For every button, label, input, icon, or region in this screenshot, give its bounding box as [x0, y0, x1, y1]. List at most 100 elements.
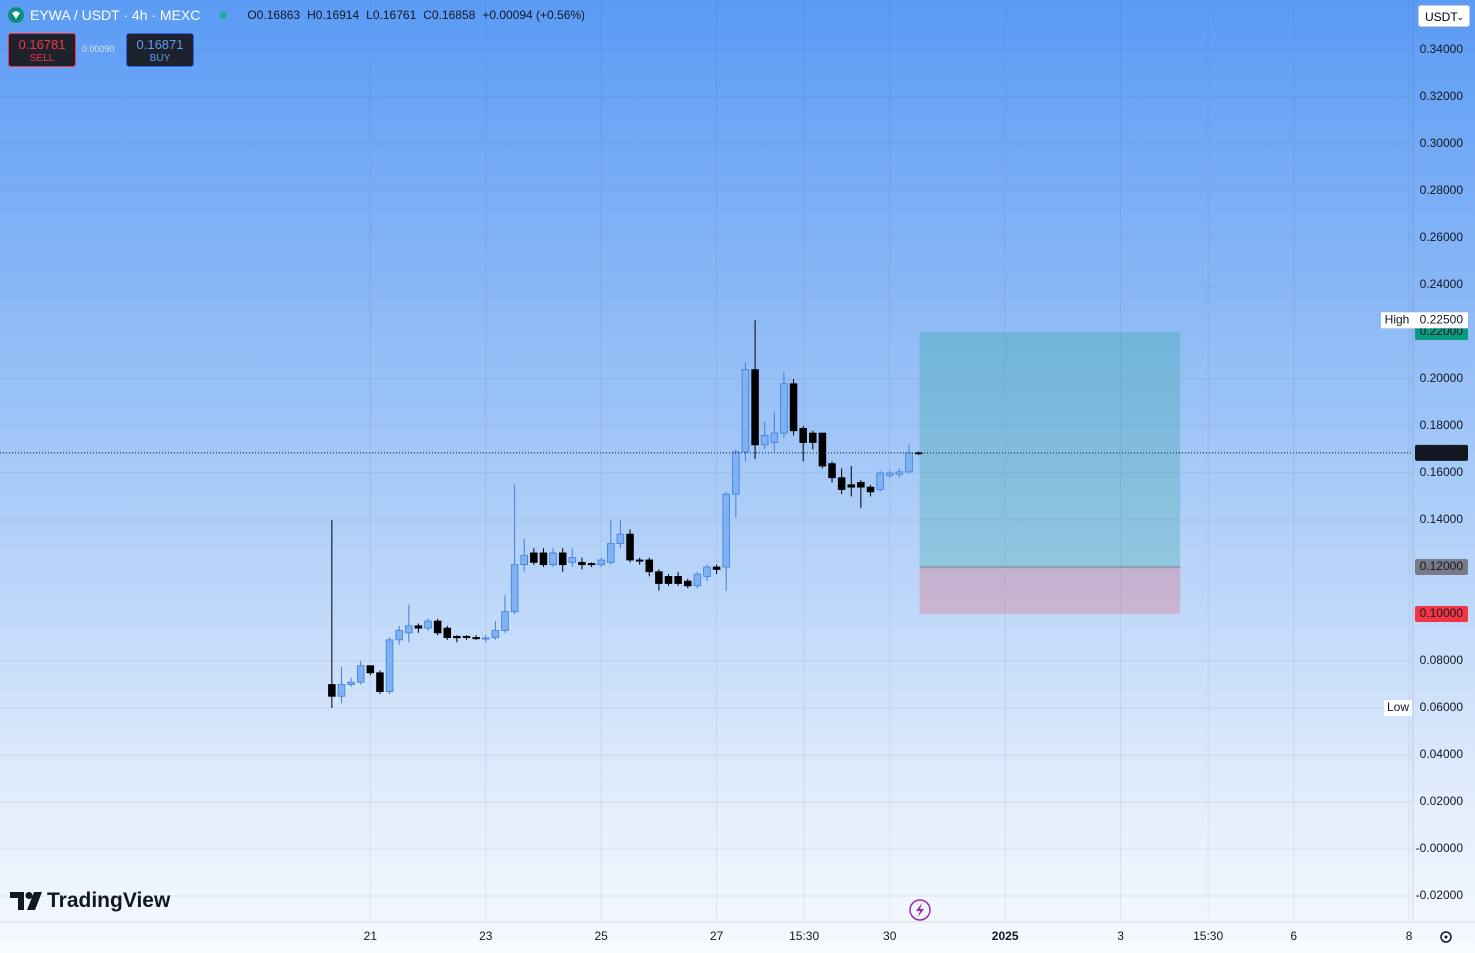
- status-dot: [220, 11, 228, 19]
- sell-button[interactable]: 0.16781 SELL: [8, 33, 76, 67]
- candle-body: [491, 630, 500, 638]
- candle-body: [876, 472, 884, 490]
- candle-body: [597, 559, 605, 566]
- candle-body: [866, 486, 875, 493]
- y-tick-label: 0.14000: [1420, 512, 1464, 526]
- y-tick-label: 0.34000: [1420, 42, 1464, 56]
- candle-body: [760, 435, 769, 446]
- candle-body: [395, 630, 403, 641]
- buy-price: 0.16871: [136, 37, 184, 52]
- x-tick-label: 15:30: [1193, 929, 1223, 943]
- entry-label: 0.12000: [1420, 559, 1464, 573]
- event-icon: [909, 899, 931, 921]
- candle-body: [443, 627, 452, 638]
- event-icon-bolt: [916, 903, 924, 917]
- candle-body: [539, 552, 548, 566]
- candle-body: [356, 665, 365, 683]
- settings-icon-center: [1444, 935, 1448, 939]
- candle-body: [732, 451, 740, 495]
- candle-body: [558, 552, 567, 566]
- candle-body: [626, 533, 634, 561]
- candle-body: [405, 625, 413, 634]
- candle-body: [347, 681, 355, 685]
- y-tick-label: 0.02000: [1420, 794, 1464, 808]
- candle-body: [462, 635, 471, 638]
- y-tick-label: 0.24000: [1420, 277, 1464, 291]
- candle-body: [453, 635, 461, 639]
- candle-body: [837, 477, 846, 490]
- candle-body: [433, 620, 442, 634]
- candle-body: [741, 369, 750, 453]
- candle-body: [905, 452, 913, 473]
- y-tick-label: 0.06000: [1420, 700, 1464, 714]
- low-marker-bg: [1384, 700, 1412, 717]
- logo: TradingView: [10, 889, 170, 913]
- candle-body: [751, 369, 759, 446]
- candle-body: [337, 684, 346, 697]
- spread: 0.00090: [82, 44, 115, 54]
- y-tick-label: 0.20000: [1420, 371, 1464, 385]
- ohlc-letter: O: [247, 8, 257, 22]
- y-tick-label: -0.02000: [1416, 888, 1464, 902]
- candle-body: [481, 637, 490, 640]
- candle-body: [818, 432, 827, 467]
- header: EYWA / USDT · 4h · MEXC O0.16863 H0.16914…: [8, 7, 585, 23]
- candle-body: [712, 566, 721, 570]
- candle-body: [510, 564, 519, 613]
- candle-body: [809, 432, 817, 443]
- y-tick-label: 0.28000: [1420, 183, 1464, 197]
- ohlc-value: 0.16863: [256, 8, 301, 22]
- candle-body: [414, 625, 423, 629]
- ohlc-letter: H: [307, 8, 316, 22]
- candle-body: [616, 533, 625, 544]
- y-tick-label: 0.26000: [1420, 230, 1464, 244]
- high-marker-bg: [1381, 312, 1468, 329]
- stop-zone: [919, 567, 1181, 615]
- buy-label: BUY: [149, 53, 171, 64]
- candle-body: [607, 543, 615, 563]
- x-tick-label: 30: [883, 929, 897, 943]
- candle-body: [385, 639, 394, 692]
- y-tick-label: 0.32000: [1420, 89, 1464, 103]
- x-tick-label: 25: [594, 929, 608, 943]
- buy-button[interactable]: 0.16871 BUY: [126, 33, 194, 67]
- y-tick-label: 0.16000: [1420, 465, 1464, 479]
- candle-body: [722, 493, 730, 568]
- last-price-label: 0.16858: [1420, 445, 1464, 459]
- candle-body: [376, 672, 384, 692]
- candle-body: [857, 482, 865, 488]
- sell-price: 0.16781: [18, 37, 66, 52]
- change: +0.00094 (+0.56%): [482, 8, 586, 22]
- x-tick-label: 3: [1117, 929, 1124, 943]
- currency: USDT: [1425, 10, 1458, 24]
- ohlc-letter: C: [423, 8, 432, 22]
- logo-icon: [10, 892, 42, 910]
- sell-label: SELL: [29, 53, 55, 64]
- candle-body: [549, 552, 557, 566]
- y-tick-label: 0.04000: [1420, 747, 1464, 761]
- x-tick-label: 8: [1406, 929, 1413, 943]
- candle-body: [885, 472, 894, 476]
- candle-body: [328, 684, 336, 697]
- candle-body: [674, 576, 682, 584]
- candle-body: [530, 552, 538, 563]
- candle-body: [472, 637, 480, 640]
- ohlc-value: 0.16761: [372, 8, 417, 22]
- last-price-label-bg: [1415, 444, 1468, 461]
- candle-body: [693, 573, 702, 587]
- candle-body: [828, 463, 836, 479]
- candle-body: [789, 383, 798, 432]
- x-tick-label: 23: [479, 929, 493, 943]
- x-tick-label: 27: [710, 929, 724, 943]
- candle-body: [664, 576, 673, 584]
- low-marker-label: Low: [1387, 700, 1409, 714]
- candle-body: [424, 620, 432, 629]
- target-zone: [919, 332, 1181, 568]
- candle-body: [895, 471, 904, 475]
- y-tick-label: 0.30000: [1420, 136, 1464, 150]
- entry-label-bg: [1415, 559, 1468, 576]
- currency-select[interactable]: USDT ⌄: [1418, 5, 1470, 27]
- y-tick-label: 0.18000: [1420, 418, 1464, 432]
